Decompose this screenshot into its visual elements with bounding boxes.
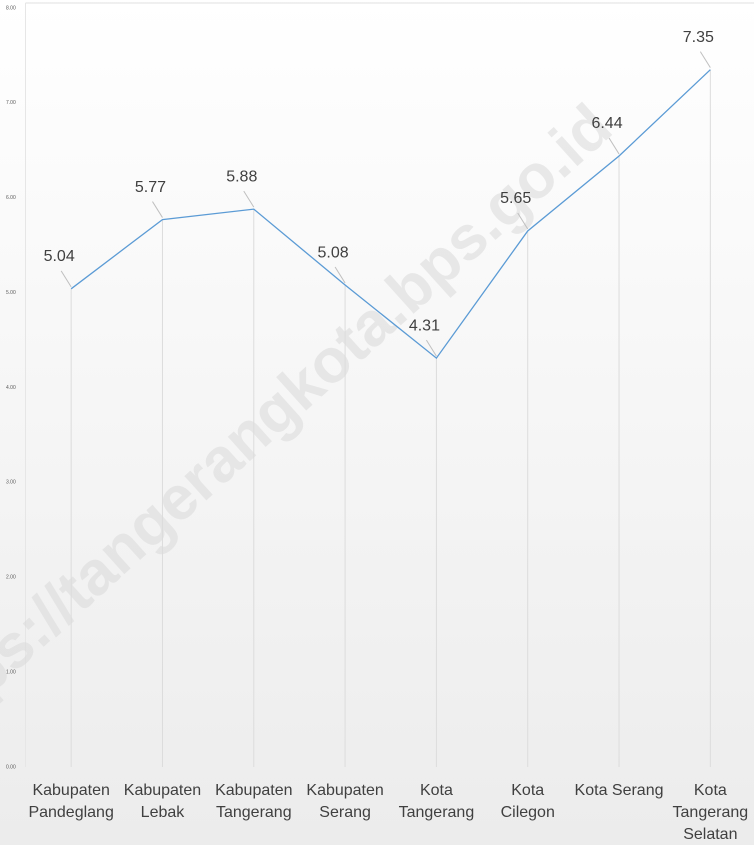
y-tick-label: 6.00 [6, 195, 16, 201]
x-tick-label: Kabupaten Tangerang [215, 782, 293, 821]
y-tick-label: 0.00 [6, 764, 16, 770]
y-tick-label: 1.00 [6, 669, 16, 675]
y-tick-label: 8.00 [6, 5, 16, 11]
leader-line [152, 201, 163, 218]
y-tick-label: 2.00 [6, 575, 16, 581]
leader-line [334, 266, 346, 284]
series-line [70, 69, 711, 360]
x-tick-label: Kabupaten Serang [306, 782, 384, 821]
data-label: 5.04 [44, 248, 75, 265]
leader-line [699, 51, 711, 68]
x-tick-label: Kota Tangerang Selatan [672, 782, 749, 843]
x-tick-label: Kota Cilegon [500, 782, 555, 821]
x-tick-label: Kabupaten Pandeglang [28, 782, 114, 821]
data-label: 4.31 [409, 317, 440, 334]
data-label: 5.77 [135, 179, 166, 196]
leader-line [517, 212, 529, 230]
y-tick-label: 7.00 [6, 100, 16, 106]
y-tick-label: 3.00 [6, 480, 16, 486]
x-tick-label: Kota Serang [574, 782, 664, 799]
leader-line [608, 137, 620, 155]
y-tick-label: 5.00 [6, 290, 16, 296]
data-label: 7.35 [683, 29, 714, 46]
x-tick-label: Kabupaten Lebak [123, 782, 202, 821]
data-label: 5.88 [226, 168, 257, 185]
data-label: 5.08 [318, 244, 349, 261]
data-label: 5.65 [500, 190, 531, 207]
y-tick-label: 4.00 [6, 385, 16, 391]
data-label: 6.44 [591, 115, 622, 132]
x-tick-label: Kota Tangerang [398, 782, 475, 821]
leader-line [243, 190, 255, 208]
leader-line [425, 339, 437, 357]
leader-line [60, 270, 72, 288]
